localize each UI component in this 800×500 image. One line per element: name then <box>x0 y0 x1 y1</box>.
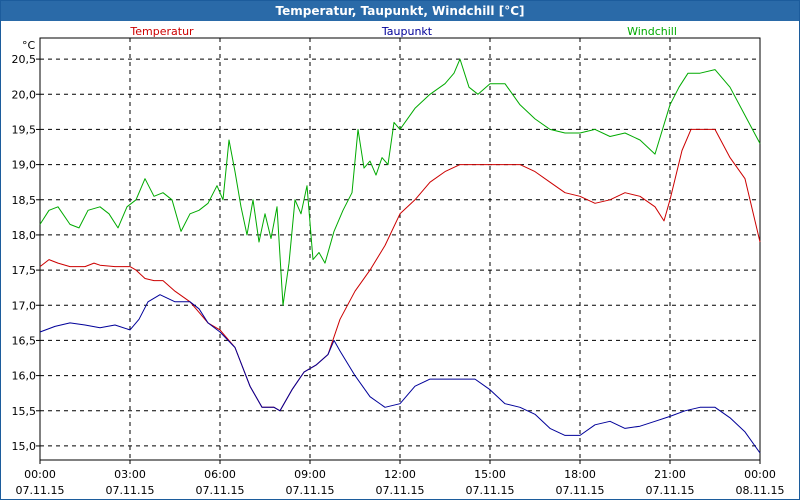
series-line-windchill <box>39 58 761 306</box>
x-tick-date: 07.11.15 <box>556 484 605 497</box>
x-tick-date: 08.11.15 <box>736 484 785 497</box>
series-lines <box>39 58 761 454</box>
x-tick-time: 18:00 <box>564 468 596 481</box>
y-tick-label: 19,5 <box>12 123 37 136</box>
y-tick-label: 15,0 <box>12 440 37 453</box>
x-tick-date: 07.11.15 <box>376 484 425 497</box>
x-tick-date: 07.11.15 <box>646 484 695 497</box>
y-tick-label: 18,0 <box>12 229 37 242</box>
legend: Temperatur Taupunkt Windchill <box>129 25 677 38</box>
y-tick-label: 20,5 <box>12 53 37 66</box>
series-line-taupunkt <box>39 294 761 454</box>
x-tick-date: 07.11.15 <box>196 484 245 497</box>
x-tick-time: 09:00 <box>294 468 326 481</box>
y-tick-label: 17,0 <box>12 299 37 312</box>
x-tick-time: 00:00 <box>744 468 776 481</box>
y-tick-label: 19,0 <box>12 159 37 172</box>
y-tick-label: 17,5 <box>12 264 37 277</box>
legend-entry-temperatur: Temperatur <box>129 25 194 38</box>
y-tick-label: 18,5 <box>12 194 37 207</box>
x-tick-date: 07.11.15 <box>286 484 335 497</box>
x-tick-date: 07.11.15 <box>16 484 65 497</box>
series-line-temperatur <box>39 128 761 412</box>
x-tick-time: 12:00 <box>384 468 416 481</box>
x-tick-time: 15:00 <box>474 468 506 481</box>
x-tick-date: 07.11.15 <box>466 484 515 497</box>
y-axis-unit: °C <box>22 39 36 52</box>
x-tick-date: 07.11.15 <box>106 484 155 497</box>
x-tick-time: 00:00 <box>24 468 56 481</box>
y-tick-label: 16,0 <box>12 370 37 383</box>
x-tick-time: 03:00 <box>114 468 146 481</box>
grid-lines <box>40 38 760 460</box>
y-tick-label: 20,0 <box>12 88 37 101</box>
y-axis: °C 15,0 15,5 16,0 16,5 17,0 17,5 18,0 18,5 19,0 1… <box>12 39 40 453</box>
legend-entry-windchill: Windchill <box>627 25 677 38</box>
x-axis: 00:00 07.11.15 03:00 07.11.15 06:00 07.11.15 0… <box>16 460 785 497</box>
y-tick-label: 16,5 <box>12 334 37 347</box>
y-tick-label: 15,5 <box>12 405 37 418</box>
legend-entry-taupunkt: Taupunkt <box>381 25 433 38</box>
window-title: Temperatur, Taupunkt, Windchill [°C] <box>1 1 799 21</box>
x-tick-time: 21:00 <box>654 468 686 481</box>
x-tick-time: 06:00 <box>204 468 236 481</box>
